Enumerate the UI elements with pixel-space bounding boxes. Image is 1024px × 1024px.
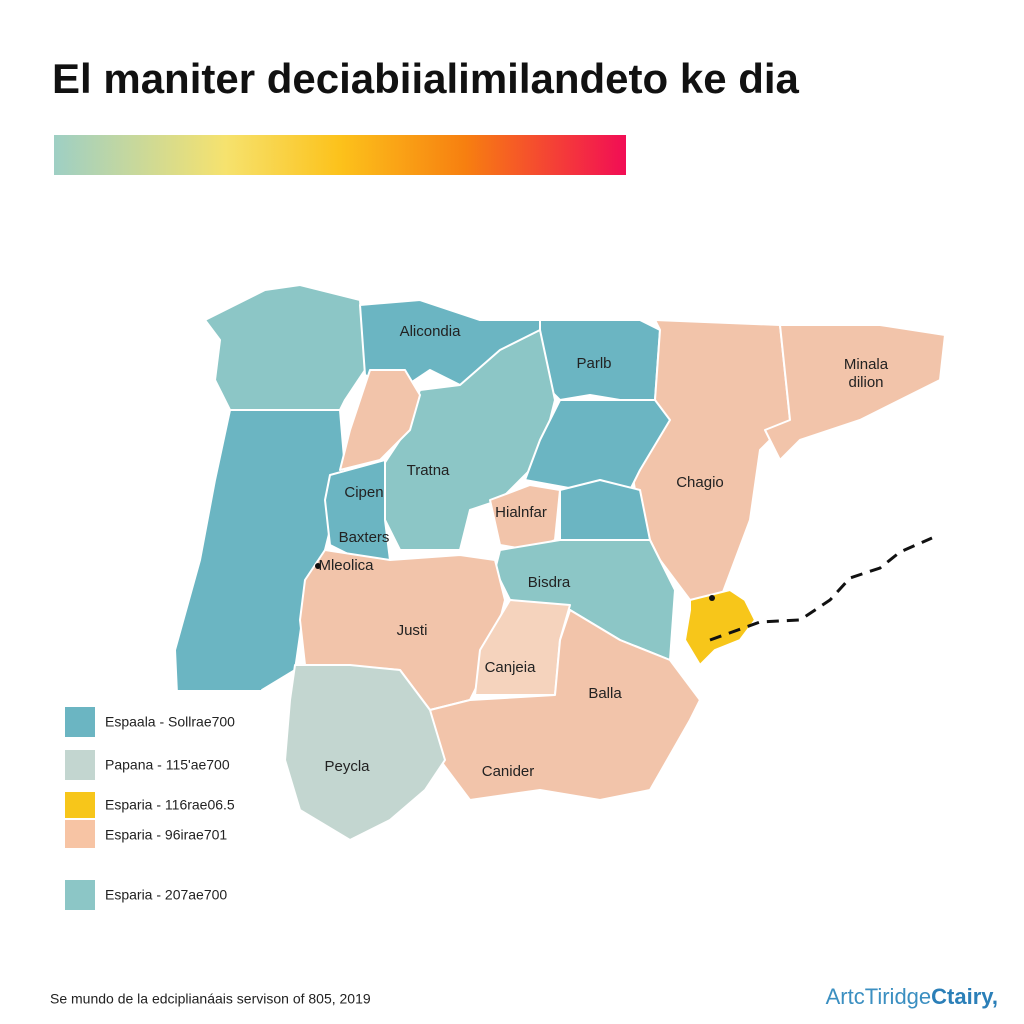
legend-label: Esparia - 116rae06.5: [105, 797, 235, 813]
brand-part: Ctairy,: [931, 984, 998, 1009]
region: [339, 369, 421, 471]
legend-swatch: [65, 707, 95, 737]
region: [559, 479, 651, 546]
region-label: Balla: [588, 685, 622, 702]
regions: [174, 284, 946, 841]
city-marker: [709, 595, 715, 601]
region-label: Alicondia: [400, 323, 462, 340]
region-label: Hialnfar: [495, 504, 547, 521]
legend: Espaala - Sollrae700 Papana - 115'ae700 …: [50, 690, 262, 935]
region-label: dilion: [848, 374, 883, 391]
footer-note: Se mundo de la edciplianáais servison of…: [50, 991, 371, 1007]
region-label: Minala: [844, 356, 889, 373]
region: [684, 589, 756, 666]
legend-label: Esparia - 207ae700: [105, 887, 227, 903]
region-label: Bisdra: [528, 574, 571, 591]
region-label: Parlb: [576, 355, 611, 372]
region-label: Baxters: [339, 529, 390, 546]
color-scale: [54, 135, 626, 175]
region: [764, 324, 946, 461]
region-label: Mleolica: [318, 557, 374, 574]
city-marker: [315, 563, 321, 569]
region-label: Chagio: [676, 474, 724, 491]
legend-label: Esparia - 96irae701: [105, 827, 227, 843]
legend-swatch: [65, 792, 95, 818]
region: [204, 284, 366, 411]
region-label: Canjeia: [485, 659, 537, 676]
title: El maniter deciabiialimilandeto ke dia: [52, 55, 800, 102]
region-label: Peycla: [324, 758, 370, 775]
legend-label: Papana - 115'ae700: [105, 757, 230, 773]
region: [284, 664, 446, 841]
region-label: Cipen: [344, 484, 383, 501]
legend-swatch: [65, 820, 95, 848]
region-label: Tratna: [407, 462, 450, 479]
brand: ArtcTiridgeCtairy,: [826, 984, 998, 1009]
legend-swatch: [65, 750, 95, 780]
route-line: [709, 536, 933, 642]
region-labels: Alicondia Parlb Minala dilion Tratna Cha…: [318, 323, 888, 780]
legend-label: Espaala - Sollrae700: [105, 714, 235, 730]
region-label: Canider: [482, 763, 535, 780]
region-label: Justi: [397, 622, 428, 639]
legend-swatch: [65, 880, 95, 910]
brand-part: ArtcTiridge: [826, 984, 932, 1009]
region: [429, 609, 701, 801]
